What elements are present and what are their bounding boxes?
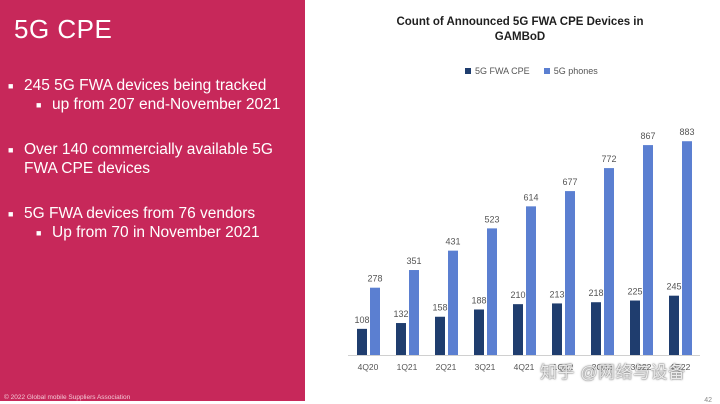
data-label: 245 [666,282,681,292]
bullet-square-icon: ■ [8,81,14,91]
data-label: 278 [367,274,382,284]
x-tick-label: 1Q22 [553,362,574,372]
bar-5g-phones [526,206,536,355]
bar-5g-phones [604,168,614,355]
bar-fwa-cpe [552,303,562,355]
legend-swatch-phones [543,68,550,74]
x-tick-label: 4Q21 [514,362,535,372]
sub-bullet-text: Up from 70 in November 2021 [52,224,260,241]
sub-bullet-item: ■ up from 207 end-November 2021 [36,95,298,114]
bar-fwa-cpe [630,300,640,355]
x-tick-label: 2Q21 [436,362,457,372]
chart-legend: 5G FWA CPE 5G phones [465,66,612,76]
data-label: 213 [549,289,564,299]
legend-label-fwa: 5G FWA CPE [475,66,530,76]
x-tick-label: 4Q22 [670,362,691,372]
bar-5g-phones [448,250,458,355]
data-label: 614 [523,192,538,202]
data-label: 351 [406,256,421,266]
watermark: 知乎 @网络与设备 [540,363,686,382]
chart-title: Count of Announced 5G FWA CPE Devices in… [396,16,644,43]
left-panel: 5G CPE ■ 245 5G FWA devices being tracked… [0,0,305,401]
data-label: 108 [354,315,369,325]
copyright-footer: © 2022 Global mobile Suppliers Associati… [4,394,131,401]
data-label: 218 [588,288,603,298]
bar-5g-phones [409,270,419,355]
bar-fwa-cpe [435,316,445,355]
bar-5g-phones [682,141,692,355]
bar-fwa-cpe [669,295,679,355]
bar-5g-phones [565,191,575,355]
bullet-item: ■ 245 5G FWA devices being tracked [8,76,298,95]
bar-fwa-cpe [591,302,601,355]
data-label: 188 [471,295,486,305]
data-label: 158 [432,303,447,313]
legend-swatch-fwa [465,68,471,74]
bullet-text: 5G FWA devices from 76 vendors [24,205,256,222]
bar-5g-phones [370,287,380,355]
data-label: 431 [445,237,460,247]
bullet-text: Over 140 commercially available 5G FWA C… [24,141,273,177]
data-label: 883 [679,127,694,137]
sub-bullet-item: ■ Up from 70 in November 2021 [36,223,298,242]
legend-label-phones: 5G phones [553,66,598,76]
data-label: 867 [640,131,655,141]
data-label: 132 [393,309,408,319]
data-label: 523 [484,214,499,224]
legend-item-phones: 5G phones [543,66,598,76]
data-label: 677 [562,177,577,187]
x-tick-label: 4Q20 [358,362,379,372]
x-tick-label: 3Q21 [475,362,496,372]
x-tick-label: 3Q22 [631,362,652,372]
bullet-text: 245 5G FWA devices being tracked [24,77,267,94]
bar-5g-phones [487,228,497,355]
x-tick-label: 1Q21 [397,362,418,372]
bullet-square-icon: ■ [8,145,14,155]
data-label: 772 [601,154,616,164]
bullet-item: ■ 5G FWA devices from 76 vendors [8,204,298,223]
bar-5g-phones [643,145,653,355]
sub-bullet-text: up from 207 end-November 2021 [52,96,281,113]
data-label: 210 [510,290,525,300]
bullet-item: ■ Over 140 commercially available 5G FWA … [8,140,298,178]
bullet-square-icon: ■ [8,209,14,219]
bullet-square-icon: ■ [36,228,42,238]
data-label: 225 [627,287,642,297]
bar-fwa-cpe [513,304,523,355]
bar-fwa-cpe [474,309,484,355]
slide-title: 5G CPE [14,14,113,44]
bullet-square-icon: ■ [36,100,42,110]
legend-item-fwa: 5G FWA CPE [465,66,530,76]
bar-fwa-cpe [357,328,367,355]
bar-fwa-cpe [396,323,406,355]
x-tick-label: 2Q22 [592,362,613,372]
bullet-list: ■ 245 5G FWA devices being tracked ■ up fr… [8,76,298,242]
